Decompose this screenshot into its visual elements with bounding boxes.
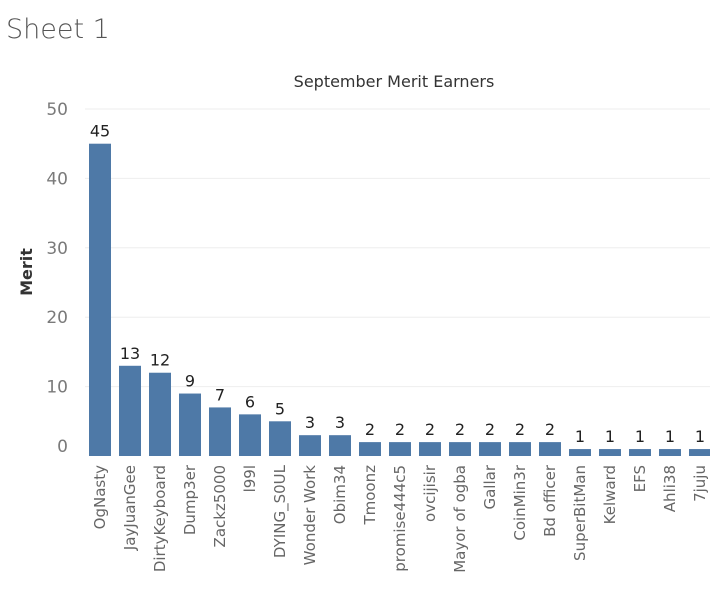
data-label: 2 <box>515 420 525 439</box>
data-label: 2 <box>455 420 465 439</box>
x-tick-label: Mayor of ogba <box>451 465 469 573</box>
data-label: 1 <box>605 427 615 446</box>
bar <box>269 421 291 456</box>
x-tick-label: promise444c5 <box>391 465 409 572</box>
x-tick-label: Wonder Work <box>301 465 319 566</box>
data-label: 3 <box>305 413 315 432</box>
x-tick-label: Dump3er <box>181 464 199 535</box>
data-label: 2 <box>485 420 495 439</box>
bar <box>209 407 231 456</box>
y-tick-label: 40 <box>46 169 68 189</box>
x-tick-label: DYING_S0UL <box>271 464 290 558</box>
y-axis-title: Merit <box>17 248 36 296</box>
data-label: 2 <box>425 420 435 439</box>
y-tick-label: 0 <box>57 437 68 457</box>
y-tick-label: 20 <box>46 308 68 328</box>
bar <box>479 442 501 456</box>
y-tick-label: 10 <box>46 378 68 398</box>
bar <box>569 449 591 456</box>
bar <box>689 449 710 456</box>
y-tick-label: 30 <box>46 239 68 259</box>
x-tick-label: OgNasty <box>91 465 109 529</box>
y-tick-label: 50 <box>46 100 68 120</box>
bar <box>89 143 111 456</box>
bar <box>419 442 441 456</box>
data-label: 45 <box>90 122 110 141</box>
bar <box>299 435 321 456</box>
data-label: 1 <box>695 427 705 446</box>
chart-title: September Merit Earners <box>294 72 495 91</box>
bar <box>389 442 411 456</box>
data-label: 7 <box>215 385 225 404</box>
data-label: 1 <box>665 427 675 446</box>
bar <box>449 442 471 456</box>
x-axis-labels: OgNasty JayJuanGee DirtyKeyboard Dump3er Zac… <box>91 464 709 573</box>
sheet-title: Sheet 1 <box>6 14 110 45</box>
bar <box>149 372 171 456</box>
x-tick-label: l99l <box>241 465 259 492</box>
data-label: 5 <box>275 399 285 418</box>
x-tick-label: Tmoonz <box>361 465 379 526</box>
bar <box>629 449 651 456</box>
data-label: 6 <box>245 392 255 411</box>
data-label: 13 <box>120 344 140 363</box>
data-label: 2 <box>365 420 375 439</box>
data-label: 12 <box>150 351 170 370</box>
bar <box>599 449 621 456</box>
x-tick-label: 7juju <box>691 465 709 502</box>
x-tick-label: ovcijisir <box>421 464 439 522</box>
bar <box>359 442 381 456</box>
data-label: 1 <box>575 427 585 446</box>
x-tick-label: Bd officer <box>541 464 559 537</box>
x-tick-label: Gallar <box>481 464 499 509</box>
bars <box>89 143 710 456</box>
x-tick-label: Zackz5000 <box>211 465 229 547</box>
bar <box>539 442 561 456</box>
bar <box>509 442 531 456</box>
bar <box>239 414 261 456</box>
data-label: 9 <box>185 372 195 391</box>
x-tick-label: DirtyKeyboard <box>151 465 169 572</box>
bar <box>179 393 201 456</box>
data-label: 1 <box>635 427 645 446</box>
data-label: 3 <box>335 413 345 432</box>
y-axis-ticks: 0 10 20 30 40 50 <box>46 100 68 457</box>
x-tick-label: Ahli38 <box>661 465 679 512</box>
x-tick-label: EFS <box>631 465 649 492</box>
bar <box>659 449 681 456</box>
data-label: 2 <box>545 420 555 439</box>
x-tick-label: SuperBitMan <box>571 465 589 561</box>
x-tick-label: Obim34 <box>331 465 349 524</box>
data-labels: 45 13 12 9 7 6 5 3 3 2 2 2 2 2 2 2 1 1 1 1 1 <box>90 122 705 446</box>
bar <box>329 435 351 456</box>
x-tick-label: Kelward <box>601 465 619 524</box>
bar <box>119 365 141 456</box>
data-label: 2 <box>395 420 405 439</box>
grid-lines <box>85 108 710 388</box>
x-tick-label: JayJuanGee <box>121 465 139 551</box>
x-tick-label: CoinMin3r <box>511 464 529 540</box>
